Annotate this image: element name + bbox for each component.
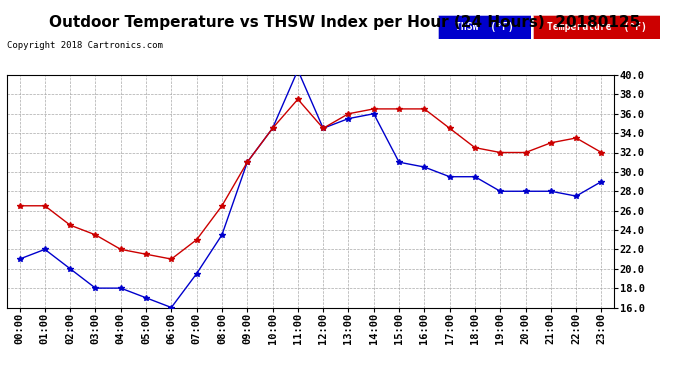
Text: Outdoor Temperature vs THSW Index per Hour (24 Hours)  20180125: Outdoor Temperature vs THSW Index per Ho… <box>50 15 640 30</box>
Text: Copyright 2018 Cartronics.com: Copyright 2018 Cartronics.com <box>7 41 163 50</box>
Text: THSW  (°F): THSW (°F) <box>455 22 514 32</box>
Text: Temperature  (°F): Temperature (°F) <box>546 22 647 32</box>
